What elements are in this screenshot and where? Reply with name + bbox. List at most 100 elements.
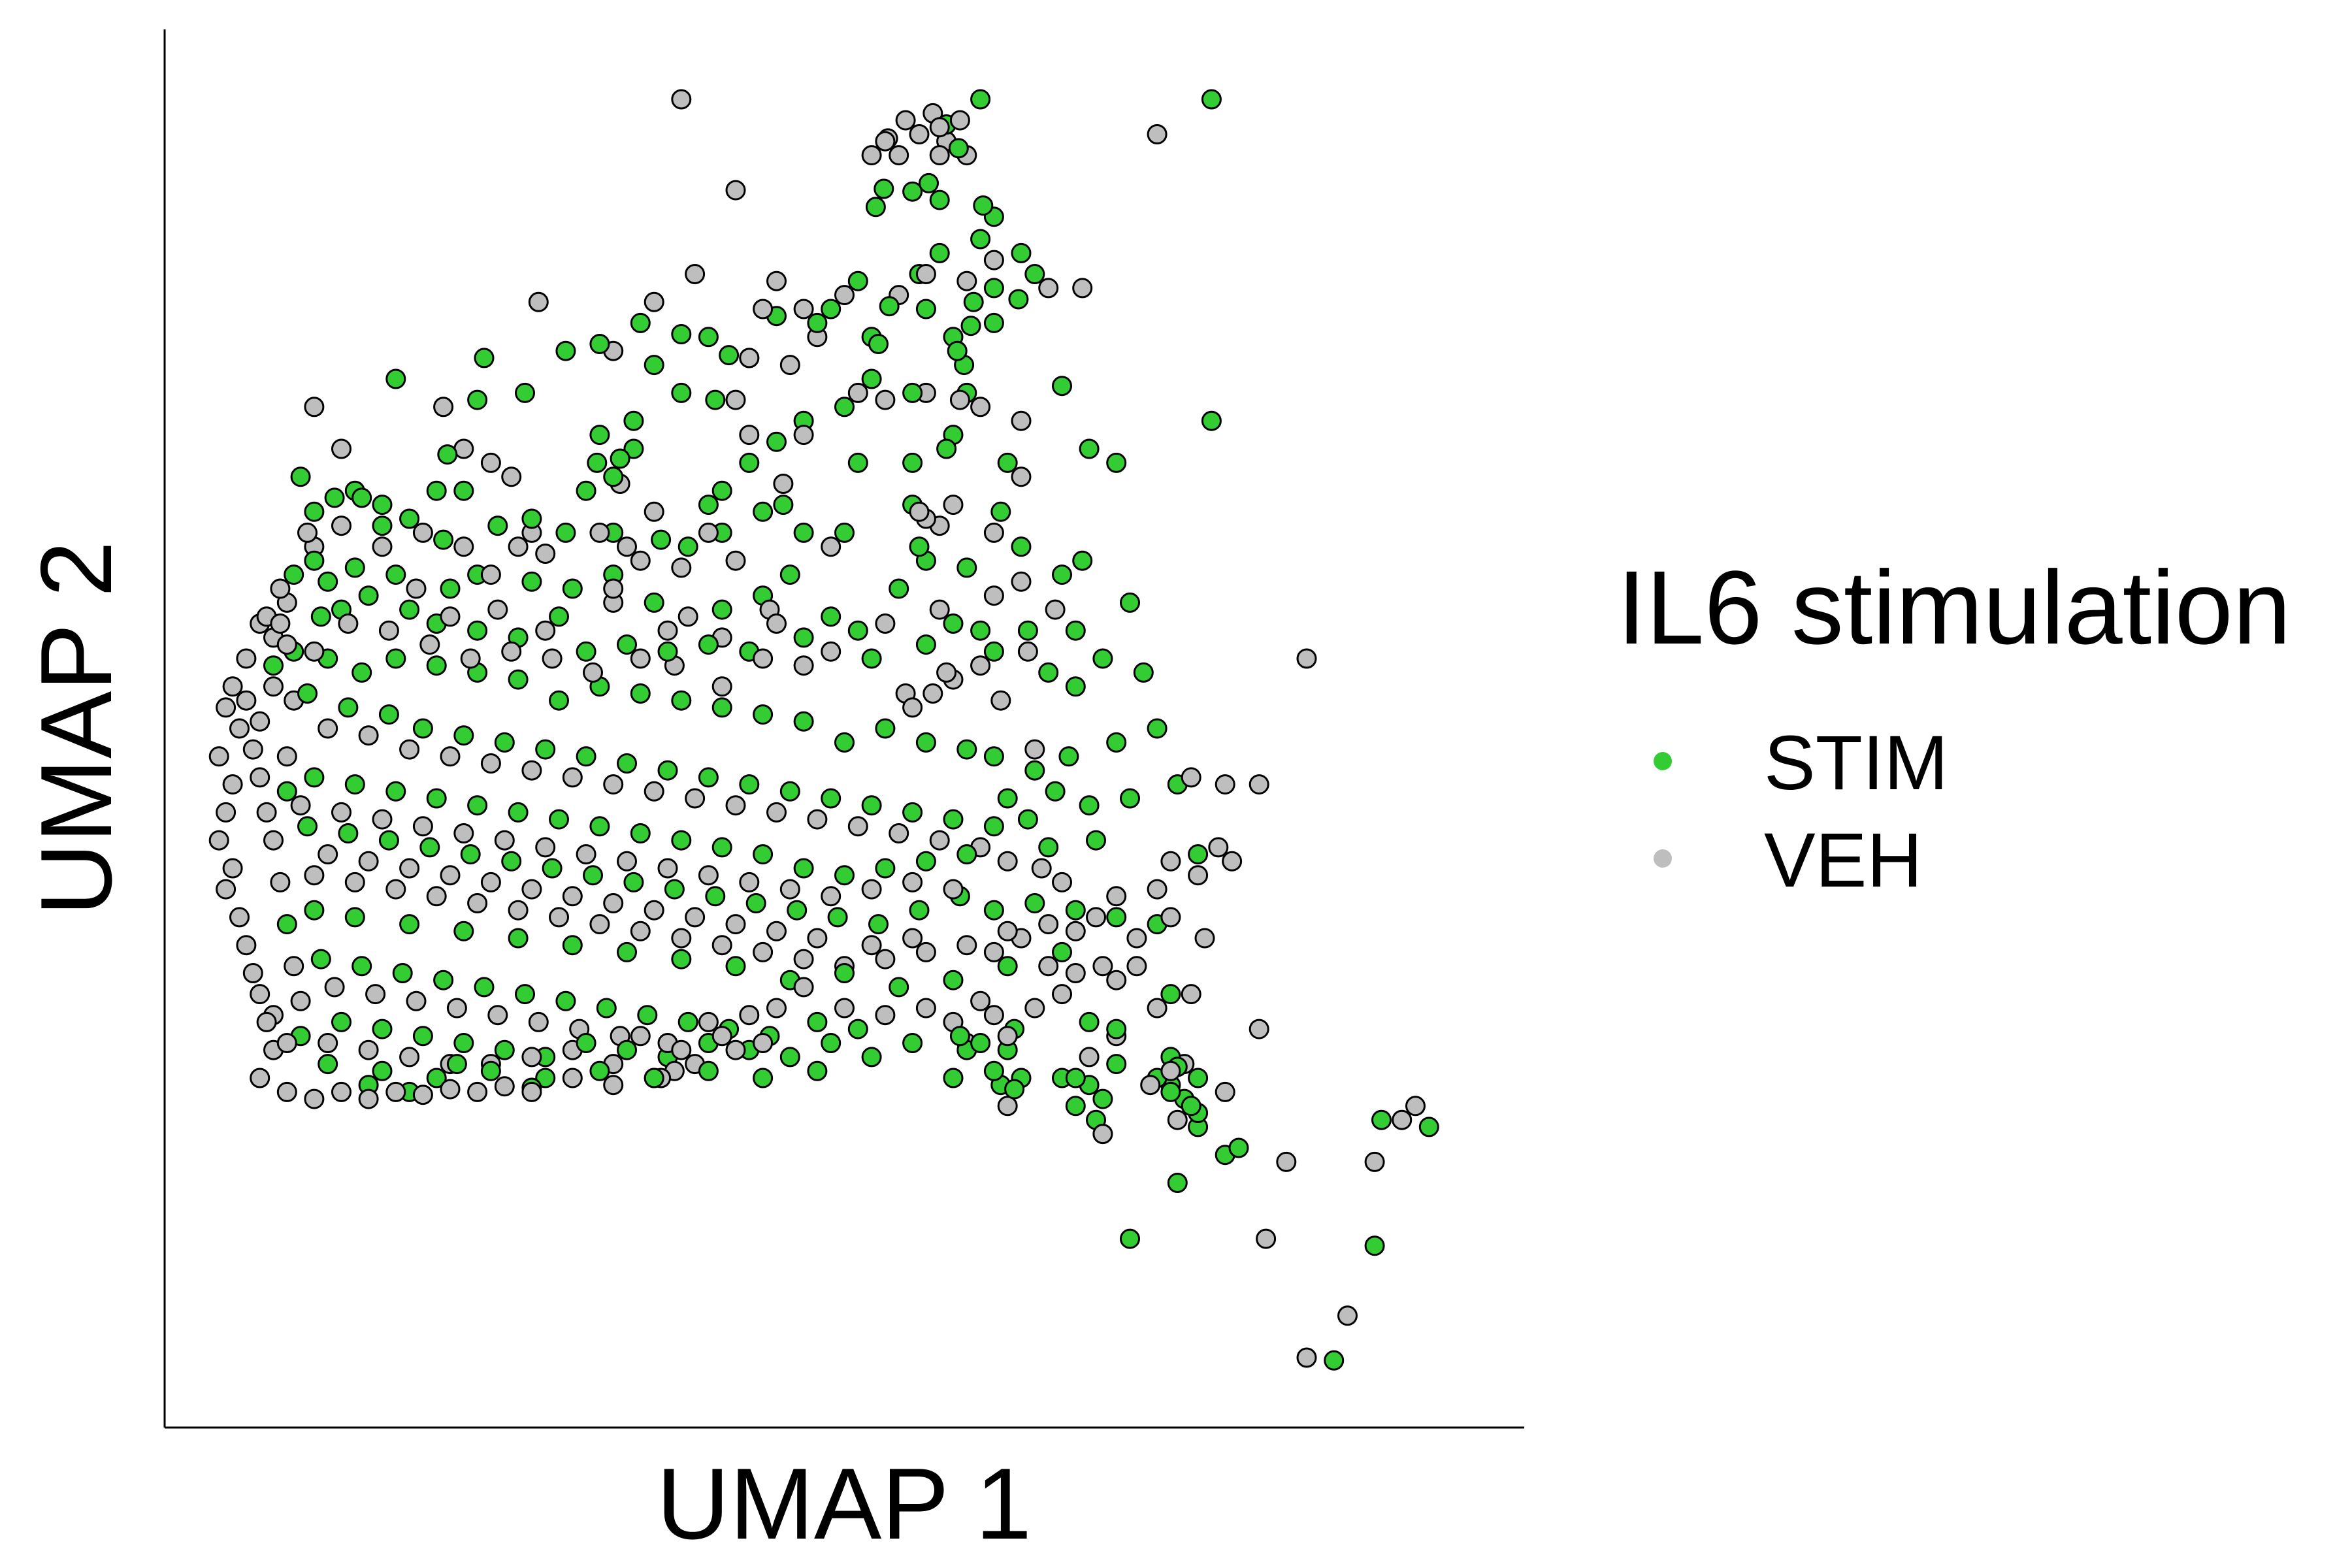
point-veh	[521, 760, 542, 781]
point-stim	[1065, 1068, 1086, 1088]
point-stim	[351, 956, 372, 977]
point-veh	[1092, 1124, 1113, 1145]
point-veh	[263, 676, 284, 697]
point-veh	[902, 872, 923, 892]
point-veh	[753, 941, 774, 962]
point-veh	[501, 466, 522, 487]
point-stim	[861, 648, 882, 669]
point-stim	[437, 444, 458, 465]
point-stim	[865, 197, 886, 218]
point-stim	[562, 578, 583, 599]
point-veh	[997, 851, 1018, 872]
point-stim	[889, 977, 909, 998]
point-veh	[276, 1081, 297, 1102]
point-stim	[753, 844, 774, 865]
point-stim	[433, 529, 454, 550]
point-veh	[753, 299, 774, 319]
point-veh	[739, 348, 760, 368]
point-stim	[515, 382, 535, 403]
point-veh	[589, 914, 610, 935]
point-veh	[487, 599, 508, 620]
point-veh	[997, 1096, 1018, 1117]
point-veh	[671, 928, 692, 949]
point-stim	[385, 781, 406, 802]
point-stim	[915, 851, 936, 872]
point-veh	[290, 795, 311, 816]
point-stim	[344, 907, 365, 928]
point-veh	[480, 452, 501, 473]
point-veh	[711, 1026, 732, 1047]
point-stim	[970, 229, 991, 250]
point-veh	[521, 1081, 542, 1102]
point-veh	[902, 697, 923, 718]
point-stim	[521, 508, 542, 529]
point-stim	[263, 655, 284, 676]
point-veh	[508, 536, 529, 557]
point-veh	[644, 501, 664, 522]
point-veh	[1256, 1228, 1277, 1249]
point-stim	[970, 1033, 991, 1053]
point-veh	[1140, 1075, 1161, 1096]
point-stim	[997, 788, 1018, 809]
point-stim	[1133, 662, 1154, 683]
point-veh	[739, 872, 760, 892]
point-veh	[426, 886, 447, 907]
point-stim	[297, 816, 318, 837]
point-stim	[460, 844, 481, 865]
point-stim	[834, 963, 855, 983]
point-stim	[983, 900, 1004, 921]
point-veh	[263, 830, 284, 851]
point-veh	[889, 823, 909, 843]
point-stim	[1017, 809, 1038, 830]
point-veh	[739, 1005, 760, 1026]
point-stim	[508, 802, 529, 823]
point-veh	[331, 802, 351, 823]
point-veh	[440, 606, 461, 627]
point-stim	[1324, 1350, 1345, 1371]
point-stim	[412, 718, 433, 739]
point-stim	[821, 299, 841, 319]
point-stim	[1065, 676, 1086, 697]
point-veh	[385, 1081, 406, 1102]
point-veh	[949, 389, 970, 410]
point-veh	[562, 1068, 583, 1088]
point-veh	[793, 655, 814, 676]
point-stim	[1106, 732, 1127, 753]
point-stim	[787, 900, 808, 921]
point-veh	[276, 1033, 297, 1053]
point-veh	[1215, 1081, 1235, 1102]
point-stim	[1052, 941, 1072, 962]
point-stim	[344, 774, 365, 795]
point-stim	[276, 914, 297, 935]
point-veh	[399, 858, 420, 879]
point-veh	[256, 1011, 277, 1032]
point-stim	[392, 963, 413, 983]
point-stim	[875, 858, 896, 879]
point-veh	[242, 963, 263, 983]
point-veh	[889, 145, 909, 166]
point-stim	[1038, 662, 1059, 683]
point-veh	[1276, 1151, 1297, 1172]
point-stim	[630, 683, 651, 704]
point-stim	[834, 732, 855, 753]
point-veh	[440, 746, 461, 767]
point-veh	[250, 1068, 270, 1088]
point-veh	[576, 844, 596, 865]
point-veh	[657, 858, 678, 879]
point-veh	[508, 900, 529, 921]
point-veh	[834, 998, 855, 1019]
point-stim	[576, 641, 596, 662]
point-veh	[358, 725, 379, 746]
point-veh	[779, 879, 800, 900]
point-stim	[1052, 564, 1072, 585]
point-stim	[1120, 788, 1140, 809]
point-stim	[549, 690, 569, 711]
point-stim	[623, 410, 644, 431]
point-stim	[753, 1068, 774, 1088]
point-veh	[753, 1033, 774, 1053]
point-stim	[664, 879, 685, 900]
point-stim	[970, 89, 991, 110]
point-veh	[1222, 851, 1243, 872]
point-stim	[521, 571, 542, 592]
point-stim	[807, 1060, 828, 1081]
